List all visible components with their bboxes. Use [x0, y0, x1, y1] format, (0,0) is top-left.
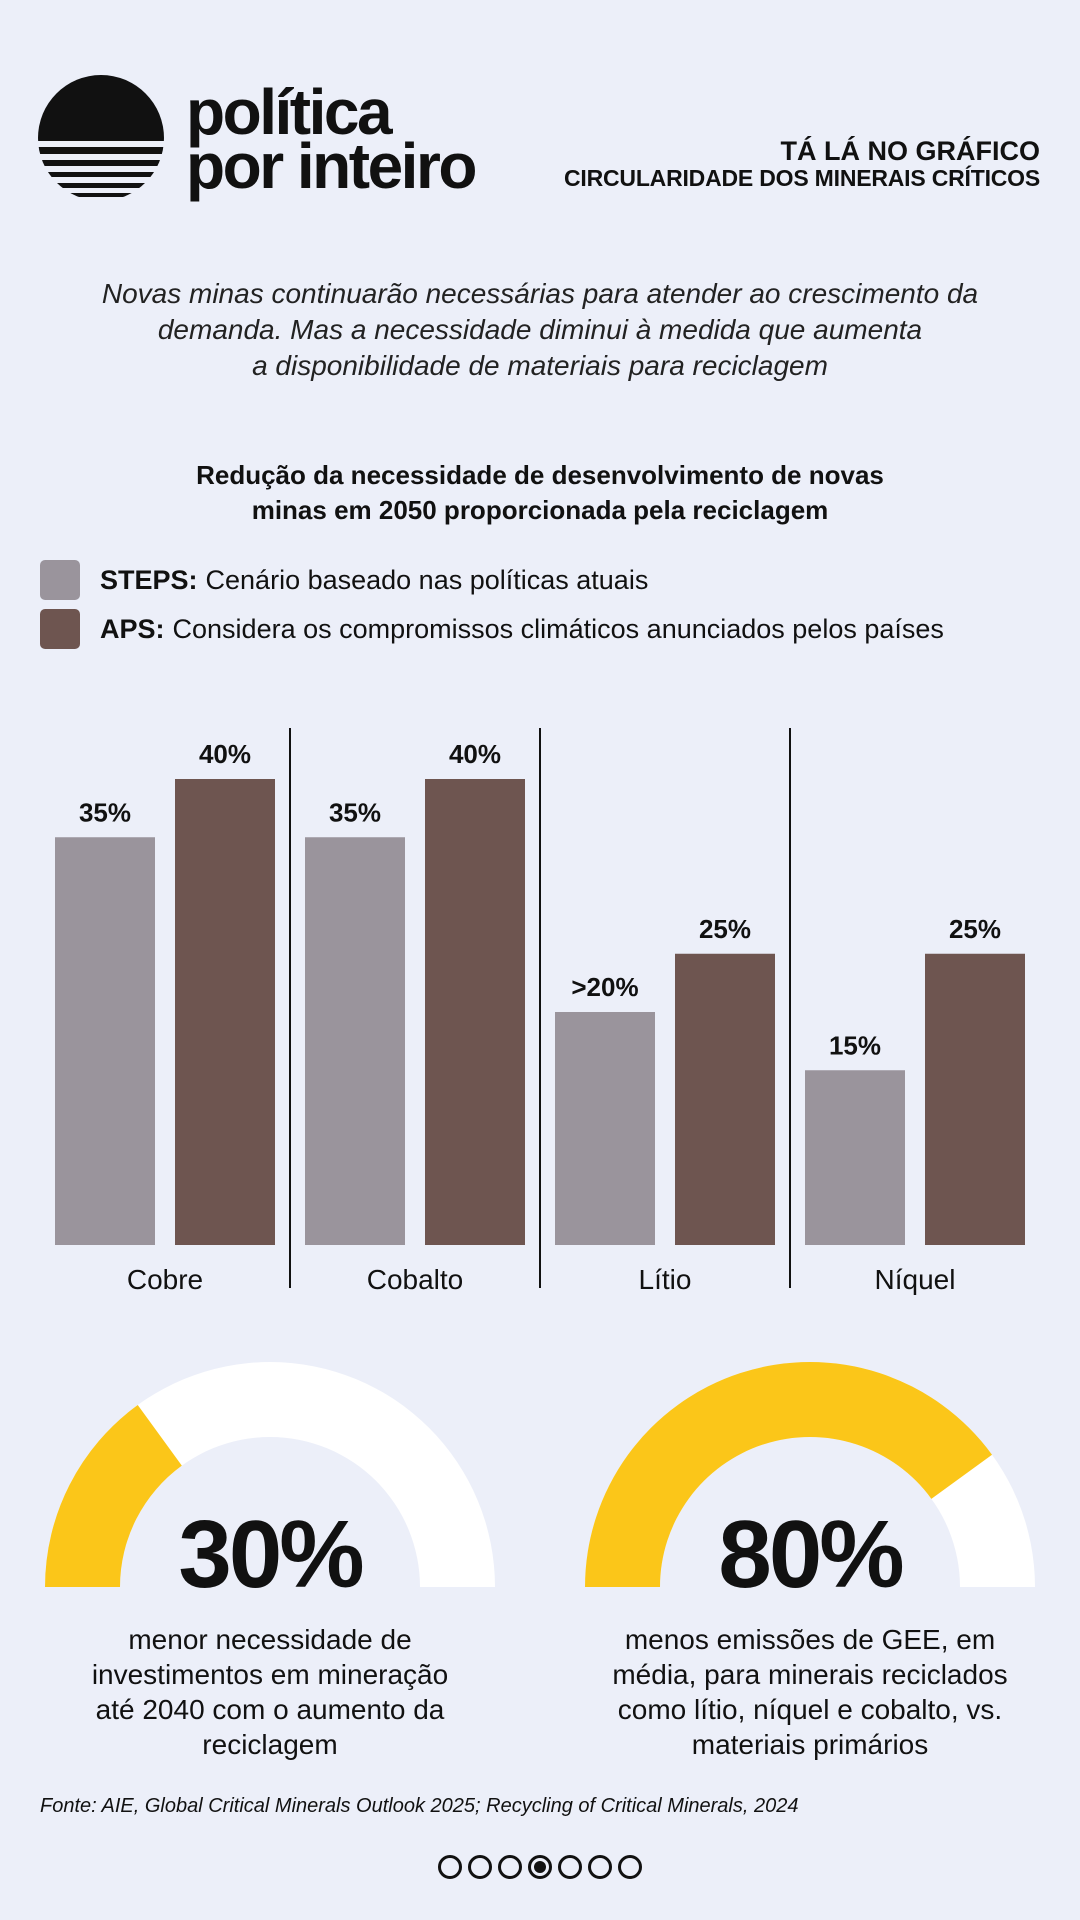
page-subtitle: CIRCULARIDADE DOS MINERAIS CRÍTICOS: [563, 165, 1040, 191]
bar-aps-2: [675, 953, 775, 1245]
caption-line: materiais primários: [691, 1729, 929, 1760]
bar-steps-3: [805, 1070, 905, 1245]
bar-value-label: 25%: [949, 914, 1001, 944]
caption-line: como lítio, níquel e cobalto, vs.: [617, 1694, 1003, 1725]
gauge-left-caption: menor necessidade de investimentos em mi…: [40, 1622, 500, 1762]
category-label: Lítio: [639, 1264, 692, 1295]
legend-colon: :: [188, 564, 198, 595]
gauge-fill: [45, 1404, 182, 1587]
bar-aps-0: [175, 779, 275, 1245]
chart-title-line: minas em 2050 proporcionada pela recicla…: [251, 495, 829, 525]
chart-title: Redução da necessidade de desenvolviment…: [40, 458, 1040, 528]
page-dot-2[interactable]: [468, 1855, 492, 1879]
page-dot-5[interactable]: [558, 1855, 582, 1879]
caption-line: menos emissões de GEE, em: [624, 1624, 996, 1655]
bar-value-label: 35%: [329, 797, 381, 827]
source-note: Fonte: AIE, Global Critical Minerals Out…: [40, 1795, 799, 1817]
legend-key-aps: APS: [100, 613, 156, 644]
legend-key-steps: STEPS: [100, 564, 189, 595]
legend-swatch-steps: [40, 560, 80, 600]
legend-item-steps: STEPS: Cenário baseado nas políticas atu…: [40, 560, 648, 600]
intro-line: demanda. Mas a necessidade diminui à med…: [157, 314, 923, 345]
page-dot-6[interactable]: [588, 1855, 612, 1879]
legend-colon: :: [155, 613, 165, 644]
page-dot-7[interactable]: [618, 1855, 642, 1879]
bar-steps-0: [55, 837, 155, 1245]
gauge-left-value: 30%: [178, 1501, 364, 1608]
intro-text: Novas minas continuarão necessárias para…: [30, 276, 1050, 384]
brand-logo-icon: [38, 75, 164, 197]
bar-value-label: 35%: [79, 797, 131, 827]
legend-item-aps: APS: Considera os compromissos climático…: [40, 609, 944, 649]
page-dot-3[interactable]: [498, 1855, 522, 1879]
bar-chart: 35% 40% Cobre 35% 40% Cobalto >20% 25% Lítio 15% 2…: [55, 728, 1025, 1295]
category-label: Cobalto: [367, 1264, 464, 1295]
series-title: TÁ LÁ NO GRÁFICO: [780, 136, 1040, 166]
bar-value-label: 15%: [829, 1030, 881, 1060]
gauge-left: [45, 1362, 495, 1587]
brand-name-line-1: política: [186, 76, 393, 148]
category-label: Cobre: [127, 1264, 203, 1295]
category-label: Níquel: [875, 1264, 956, 1295]
caption-line: até 2040 com o aumento da: [95, 1694, 445, 1725]
bar-value-label: 40%: [199, 739, 251, 769]
bar-value-label: 25%: [699, 914, 751, 944]
caption-line: investimentos em mineração: [91, 1659, 449, 1690]
intro-line: a disponibilidade de materiais para reci…: [252, 350, 828, 381]
chart-title-line: Redução da necessidade de desenvolviment…: [196, 460, 884, 490]
legend-swatch-aps: [40, 609, 80, 649]
intro-line: Novas minas continuarão necessárias para…: [101, 278, 979, 309]
carousel-pagination: [0, 1855, 1080, 1879]
gauge-fill: [585, 1362, 993, 1587]
gauge-right-caption: menos emissões de GEE, em média, para mi…: [580, 1622, 1040, 1762]
gauge-right: [585, 1362, 1035, 1587]
gauge-track: [45, 1362, 495, 1587]
brand-name-line-2: por inteiro: [186, 130, 477, 202]
bar-steps-2: [555, 1012, 655, 1245]
gauge-right-value: 80%: [718, 1501, 904, 1608]
legend-desc-aps: Considera os compromissos climáticos anu…: [172, 613, 944, 644]
bar-value-label: 40%: [449, 739, 501, 769]
bar-value-label: >20%: [571, 972, 638, 1002]
caption-line: menor necessidade de: [128, 1624, 412, 1655]
bar-steps-1: [305, 837, 405, 1245]
page-dot-1[interactable]: [438, 1855, 462, 1879]
bar-aps-1: [425, 779, 525, 1245]
bar-aps-3: [925, 953, 1025, 1245]
caption-line: reciclagem: [202, 1729, 338, 1760]
page-dot-4[interactable]: [528, 1855, 552, 1879]
caption-line: média, para minerais reciclados: [612, 1659, 1008, 1690]
legend-desc-steps: Cenário baseado nas políticas atuais: [205, 564, 649, 595]
